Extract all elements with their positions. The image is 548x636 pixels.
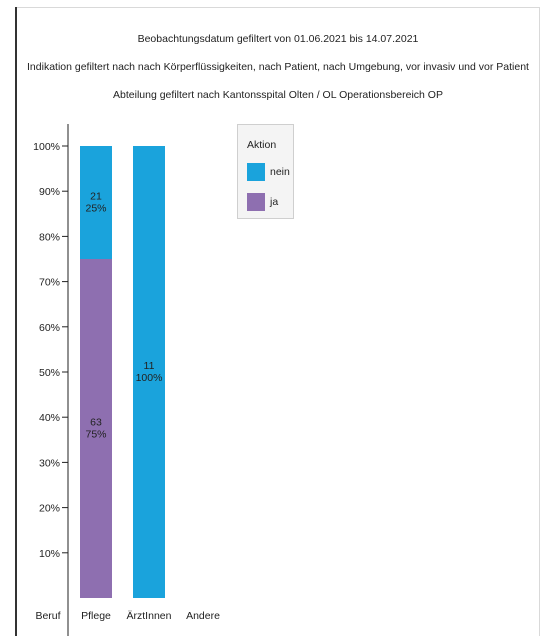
frame-left-border — [15, 7, 17, 636]
bar-segment-ja — [80, 259, 112, 598]
x-tick-label: Pflege — [81, 610, 111, 622]
bar-segment-nein — [80, 146, 112, 259]
data-label-count: 63 — [90, 417, 102, 429]
filter-date: Beobachtungsdatum gefiltert von 01.06.20… — [137, 33, 419, 45]
legend-label-ja: ja — [270, 196, 279, 208]
legend-swatch-ja — [247, 193, 265, 211]
x-tick-label: ÄrztInnen — [127, 610, 172, 622]
x-tick-label: Andere — [186, 610, 220, 622]
y-tick-label: 100% — [33, 141, 60, 153]
frame-right-border — [539, 7, 540, 636]
y-tick-label: 50% — [39, 367, 60, 379]
data-label-percent: 75% — [85, 429, 106, 441]
bar-segment-nein — [133, 146, 165, 598]
filter-indication: Indikation gefiltert nach nach Körperflü… — [27, 61, 529, 73]
y-tick-label: 30% — [39, 457, 60, 469]
legend: Aktion nein ja — [237, 124, 294, 219]
legend-title: Aktion — [247, 139, 277, 151]
data-label-percent: 25% — [85, 203, 106, 215]
legend-item-ja: ja — [247, 193, 293, 213]
filter-department: Abteilung gefiltert nach Kantonsspital O… — [113, 89, 443, 101]
y-tick-label: 70% — [39, 277, 60, 289]
frame-top-border — [17, 7, 540, 8]
y-tick-label: 40% — [39, 412, 60, 424]
legend-item-nein: nein — [247, 163, 293, 183]
y-tick-label: 60% — [39, 322, 60, 334]
x-axis-label: Beruf — [35, 610, 60, 622]
legend-swatch-nein — [247, 163, 265, 181]
data-label-count: 21 — [90, 191, 102, 203]
y-tick-label: 20% — [39, 503, 60, 515]
y-tick-label: 10% — [39, 548, 60, 560]
legend-label-nein: nein — [270, 166, 290, 178]
y-tick-label: 80% — [39, 231, 60, 243]
data-label-count: 11 — [144, 360, 155, 372]
y-tick-label: 90% — [39, 186, 60, 198]
data-label-percent: 100% — [136, 372, 163, 384]
